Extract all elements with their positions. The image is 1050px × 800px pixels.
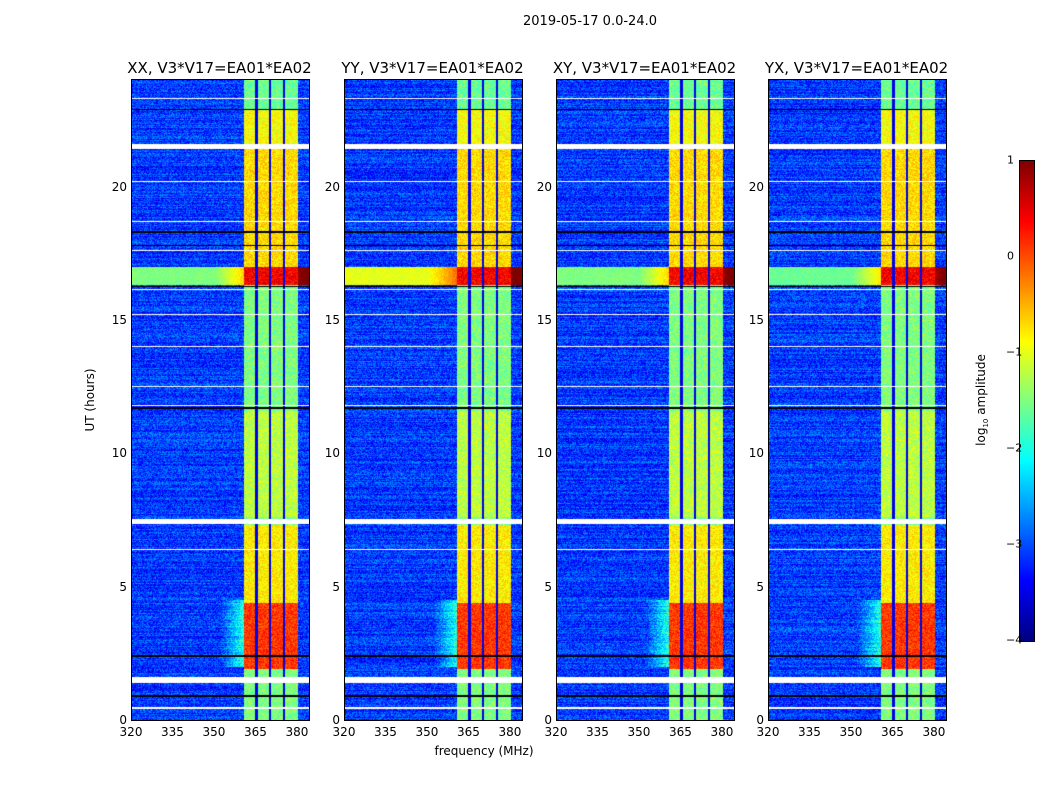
y-tick-label: 0 bbox=[544, 713, 552, 727]
y-tick-label: 10 bbox=[111, 446, 127, 461]
y-tick-label: 20 bbox=[748, 179, 764, 194]
y-tick-label: 0 bbox=[119, 713, 127, 727]
y-tick-label: 10 bbox=[536, 446, 552, 461]
y-tick-label: 15 bbox=[324, 313, 340, 327]
y-tick-label: 0 bbox=[756, 713, 764, 727]
x-tick-label: 365 bbox=[669, 725, 692, 739]
panel-title: YX, V3*V17=EA01*EA02 bbox=[764, 59, 949, 77]
colorbar-tick-label: 1 bbox=[1007, 153, 1014, 167]
x-tick-label: 350 bbox=[627, 725, 651, 739]
panel-title: XX, V3*V17=EA01*EA02 bbox=[127, 59, 312, 77]
colorbar-tick-label: −1 bbox=[1006, 345, 1023, 359]
x-tick-label: 335 bbox=[161, 725, 184, 739]
x-tick-label: 380 bbox=[710, 725, 734, 739]
x-tick-label: 380 bbox=[922, 725, 946, 739]
y-tick-label: 15 bbox=[536, 313, 552, 327]
y-tick-label: 15 bbox=[111, 313, 127, 327]
x-tick-label: 380 bbox=[498, 725, 522, 739]
x-tick-label: 350 bbox=[839, 725, 863, 739]
x-tick-label: 365 bbox=[457, 725, 480, 739]
y-tick-label: 5 bbox=[332, 579, 340, 594]
waterfall-heatmap bbox=[556, 79, 735, 721]
x-tick-label: 320 bbox=[119, 725, 143, 739]
x-tick-label: 320 bbox=[544, 725, 568, 739]
x-tick-label: 365 bbox=[244, 725, 267, 739]
colorbar-tick-label: 0 bbox=[1007, 249, 1014, 263]
colorbar bbox=[1019, 160, 1035, 642]
y-tick-label: 20 bbox=[536, 179, 552, 194]
x-tick-label: 350 bbox=[415, 725, 439, 739]
x-tick-label: 350 bbox=[202, 725, 226, 739]
x-tick-label: 320 bbox=[756, 725, 780, 739]
y-tick-label: 20 bbox=[324, 179, 340, 194]
x-tick-label: 335 bbox=[586, 725, 609, 739]
y-tick-label: 5 bbox=[544, 579, 552, 594]
y-tick-label: 15 bbox=[748, 313, 764, 327]
y-tick-label: 10 bbox=[748, 446, 764, 461]
y-tick-label: 20 bbox=[111, 179, 127, 194]
panel-title: XY, V3*V17=EA01*EA02 bbox=[552, 59, 737, 77]
y-axis-label: UT (hours) bbox=[83, 368, 97, 432]
x-tick-label: 335 bbox=[374, 725, 397, 739]
colorbar-tick-label: −2 bbox=[1006, 441, 1023, 455]
y-tick-label: 5 bbox=[119, 579, 127, 594]
y-tick-label: 10 bbox=[324, 446, 340, 461]
waterfall-heatmap bbox=[131, 79, 310, 721]
waterfall-heatmap bbox=[344, 79, 523, 721]
x-tick-label: 320 bbox=[332, 725, 356, 739]
panel-title: YY, V3*V17=EA01*EA02 bbox=[341, 59, 524, 77]
x-tick-label: 335 bbox=[798, 725, 821, 739]
x-tick-label: 380 bbox=[285, 725, 309, 739]
x-axis-label: frequency (MHz) bbox=[434, 744, 534, 758]
waterfall-heatmap bbox=[768, 79, 947, 721]
x-tick-label: 365 bbox=[881, 725, 904, 739]
y-tick-label: 5 bbox=[756, 579, 764, 594]
colorbar-label: log10 amplitude bbox=[973, 354, 991, 446]
y-tick-label: 0 bbox=[332, 713, 340, 727]
colorbar-tick-label: −4 bbox=[1006, 633, 1023, 647]
colorbar-tick-label: −3 bbox=[1006, 537, 1023, 551]
figure-title: 2019-05-17 0.0-24.0 bbox=[523, 14, 657, 29]
